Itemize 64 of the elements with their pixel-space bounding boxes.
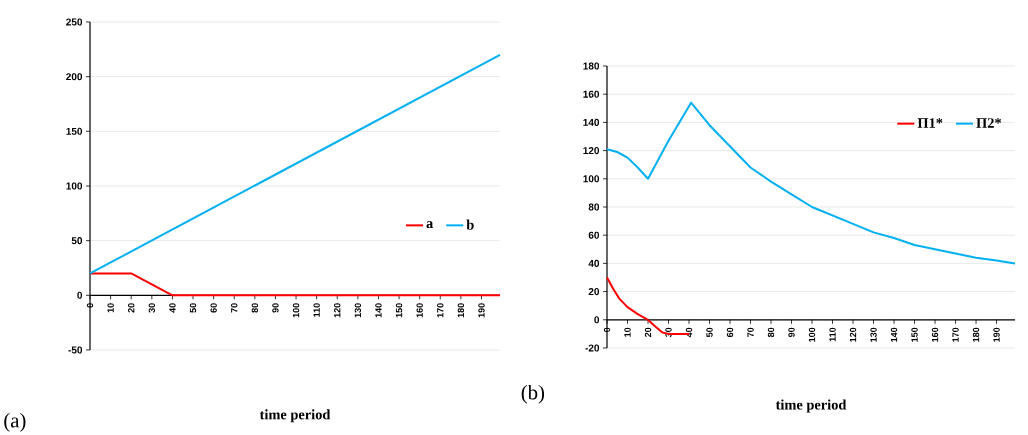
x-tick-label: 20 [644,327,652,337]
legend-label: a [426,221,433,229]
x-tick-label: 160 [416,303,423,318]
legend-label: Π1* [917,118,943,128]
x-axis-title: time period [775,399,847,413]
legend-label: b [466,219,474,230]
y-tick-label: 180 [583,62,600,70]
x-tick-label: 120 [334,303,341,318]
y-tick-label: 100 [583,175,600,183]
x-tick-label: 50 [189,303,197,313]
x-tick-label: 70 [747,327,754,337]
x-tick-label: 140 [890,327,898,342]
y-tick-label: 0 [77,291,83,299]
x-tick-label: 70 [231,303,238,313]
x-tick-label: 0 [603,327,611,332]
x-axis-title: time period [259,409,331,423]
x-tick-label: 190 [478,303,485,318]
x-tick-label: 160 [931,327,939,342]
y-tick-label: 80 [588,203,600,211]
x-tick-label: 80 [767,327,775,338]
text: (b) [521,384,545,404]
x-tick-label: 30 [148,303,156,313]
y-tick-label: 40 [588,259,600,267]
x-tick-label: 60 [210,303,217,313]
x-tick-label: 20 [128,303,135,313]
x-tick-label: 0 [86,303,94,308]
y-tick-label: 150 [66,127,83,135]
x-tick-label: 60 [726,327,734,337]
y-tick-label: -20 [585,344,600,352]
x-tick-label: 110 [313,303,320,317]
x-tick-label: 170 [952,327,959,342]
x-tick-label: 110 [829,327,836,342]
y-tick-label: 200 [66,73,83,81]
x-tick-label: 190 [993,327,1000,342]
x-tick-label: 180 [457,303,465,318]
x-tick-label: 170 [437,303,444,318]
x-tick-label: 100 [292,303,300,318]
y-tick-label: 20 [588,288,600,296]
y-tick-label: -50 [68,346,83,354]
y-tick-label: 250 [66,18,83,26]
x-tick-label: 90 [272,303,279,313]
text: (a) [4,412,26,432]
x-tick-label: 90 [788,327,795,337]
x-tick-label: 180 [972,327,980,342]
x-tick-label: 130 [354,303,362,318]
x-tick-label: 40 [169,303,176,313]
legend-label: Π2* [976,118,1002,128]
x-tick-label: 50 [706,327,713,338]
x-tick-label: 120 [849,327,857,342]
y-tick-label: 60 [588,231,600,239]
y-tick-label: 140 [583,118,600,126]
y-tick-label: 160 [583,90,600,98]
x-tick-label: 140 [375,303,382,318]
y-tick-label: 100 [66,182,83,190]
x-tick-label: 150 [395,303,403,318]
y-tick-label: 50 [71,237,83,245]
x-tick-label: 10 [107,303,114,313]
y-tick-label: 120 [583,147,600,155]
x-tick-label: 100 [808,327,816,342]
y-tick-label: 0 [594,316,600,324]
x-tick-label: 150 [911,327,918,342]
x-tick-label: 130 [870,327,877,342]
x-tick-label: 10 [624,327,631,337]
x-tick-label: 80 [251,303,259,313]
